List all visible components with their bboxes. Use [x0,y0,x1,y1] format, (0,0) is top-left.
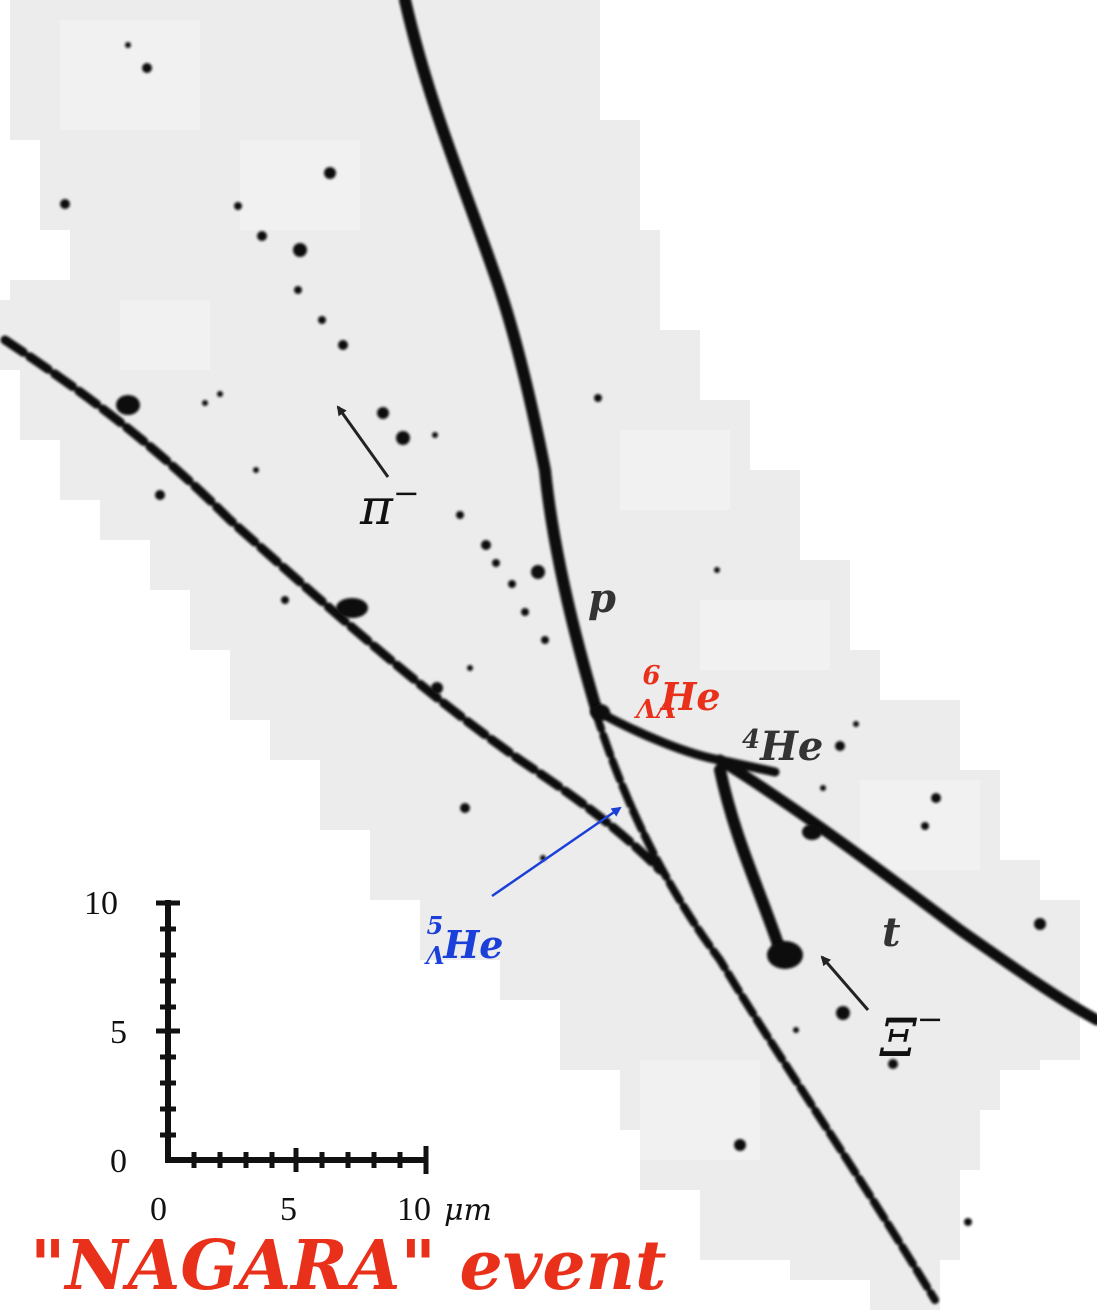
track-features [116,395,822,969]
x-tick-0: 0 [150,1191,167,1228]
unit-label: μm [444,1193,492,1228]
secondary-track [592,707,663,873]
double-lambda-helium-label: ΛΛ6He [633,661,721,725]
pion-arrow [336,405,390,478]
x-tick-10: 10 [397,1191,431,1228]
emulsion-tiles [60,20,980,1160]
upper-left-track [0,335,665,875]
xi-arrow [820,955,870,1011]
y-tick-10: 10 [84,885,118,922]
pion-track-grains [60,42,1046,1226]
scale-bar: 10 5 0 0 5 10 μm [84,885,492,1228]
y-tick-5: 5 [110,1014,127,1051]
y-tick-0: 0 [110,1143,127,1180]
x-tick-5: 5 [280,1191,297,1228]
lambda5-helium-label: Λ5He [424,911,503,970]
xi-minus-track [714,764,786,956]
helium4-label: 4He [742,723,823,770]
pion-label: π− [359,474,420,536]
lambda5-arrow [491,806,622,898]
proton-track [399,0,601,711]
triton-track [714,754,1097,1026]
proton-label: p [588,575,616,622]
event-title: "NAGARA" event [30,1226,667,1306]
xi-label: Ξ− [879,1000,943,1069]
triton-label: t [882,909,901,956]
